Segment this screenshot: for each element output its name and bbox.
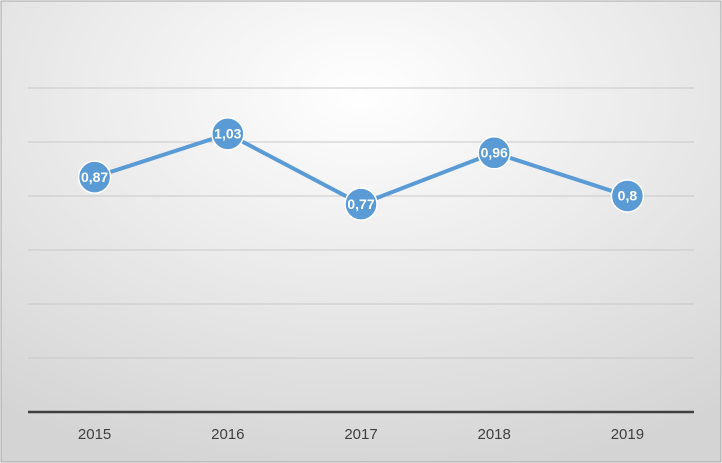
- data-label: 0,96: [481, 145, 508, 161]
- data-label: 0,8: [618, 188, 638, 204]
- data-label: 1,03: [214, 126, 241, 142]
- x-tick-label: 2016: [211, 426, 244, 443]
- data-point: [77, 160, 112, 194]
- data-label: 0,87: [81, 169, 108, 185]
- data-point: [211, 117, 245, 151]
- data-point: [477, 136, 511, 170]
- x-tick-label: 2018: [478, 426, 511, 443]
- x-tick-label: 2015: [78, 426, 111, 443]
- data-point: [610, 179, 645, 213]
- x-tick-label: 2019: [611, 426, 644, 443]
- data-label: 0,77: [347, 196, 374, 212]
- x-tick-label: 2017: [344, 426, 377, 443]
- data-point: [344, 187, 378, 221]
